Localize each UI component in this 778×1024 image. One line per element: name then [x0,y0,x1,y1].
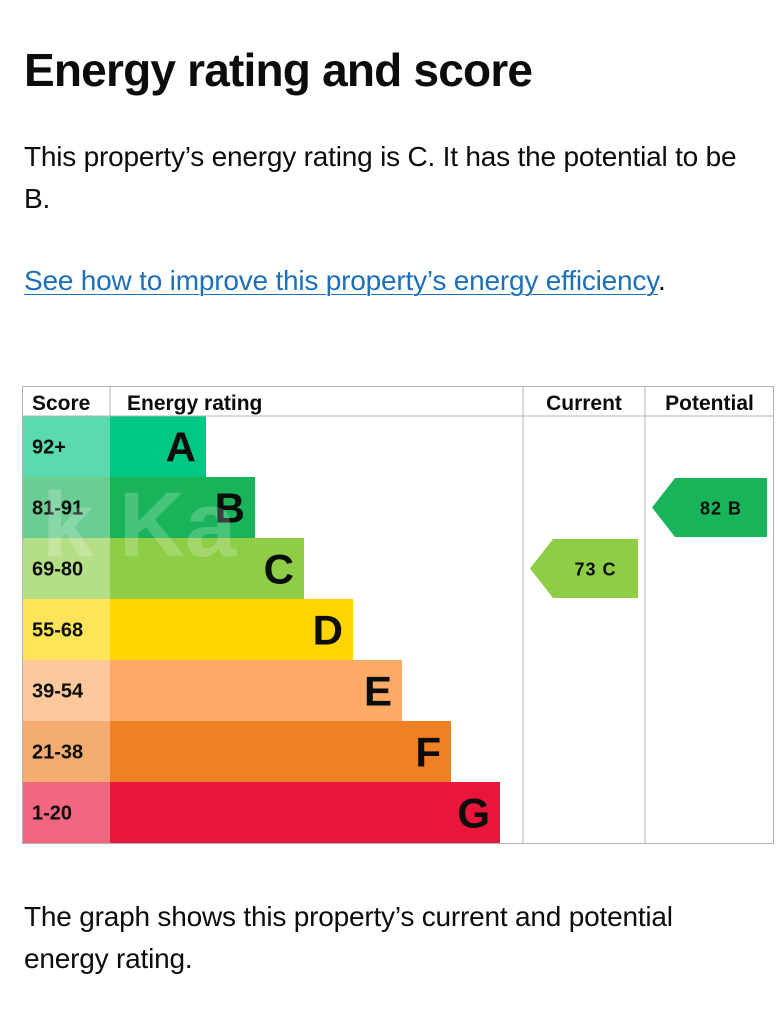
current-rating-arrow [530,539,638,598]
header-score: Score [32,392,90,415]
improve-paragraph: See how to improve this property’s energ… [24,260,744,302]
score-cell-b [22,477,110,538]
score-range-c: 69-80 [32,559,83,581]
current-rating-label: 73 C [574,560,616,580]
header-potential: Potential [665,392,754,415]
rating-bar-e [110,660,402,721]
rating-letter-g: G [457,790,490,837]
score-range-d: 55-68 [32,620,83,642]
rating-bar-d [110,599,353,660]
rating-bar-f [110,721,451,782]
rating-bar-b [110,477,255,538]
score-cell-f [22,721,110,782]
energy-rating-graph: 92+ A 81-91 B 69-80 C 55-68 D 39-54 E 21-38 F 1-20 Gk… [22,386,774,844]
rating-bar-a [110,416,206,477]
improve-efficiency-link[interactable]: See how to improve this property’s energ… [24,265,658,296]
score-cell-c [22,538,110,599]
watermark-text: k Ka [42,474,237,576]
page-title: Energy rating and score [24,44,533,96]
score-cell-a [22,416,110,477]
potential-rating-label: 82 B [700,499,742,519]
rating-bar-c [110,538,304,599]
graph-description: The graph shows this property’s current … [24,901,673,974]
link-suffix: . [657,265,666,296]
rating-letter-e: E [364,668,392,715]
chart-border [22,386,774,844]
potential-rating-arrow [652,478,767,537]
score-range-g: 1-20 [32,803,72,825]
rating-letter-f: F [415,729,441,776]
score-range-b: 81-91 [32,498,83,520]
score-range-e: 39-54 [32,681,84,703]
rating-bar-g [110,782,500,843]
rating-summary: This property’s energy rating is C. It h… [24,141,737,214]
header-energy-rating: Energy rating [127,392,262,415]
score-cell-g [22,782,110,843]
rating-letter-a: A [166,424,196,471]
header-current: Current [546,392,622,415]
score-cell-e [22,660,110,721]
score-cell-d [22,599,110,660]
rating-letter-c: C [264,546,294,593]
rating-letter-d: D [313,607,343,654]
rating-letter-b: B [215,485,245,532]
score-range-f: 21-38 [32,742,83,764]
score-range-a: 92+ [32,437,66,459]
